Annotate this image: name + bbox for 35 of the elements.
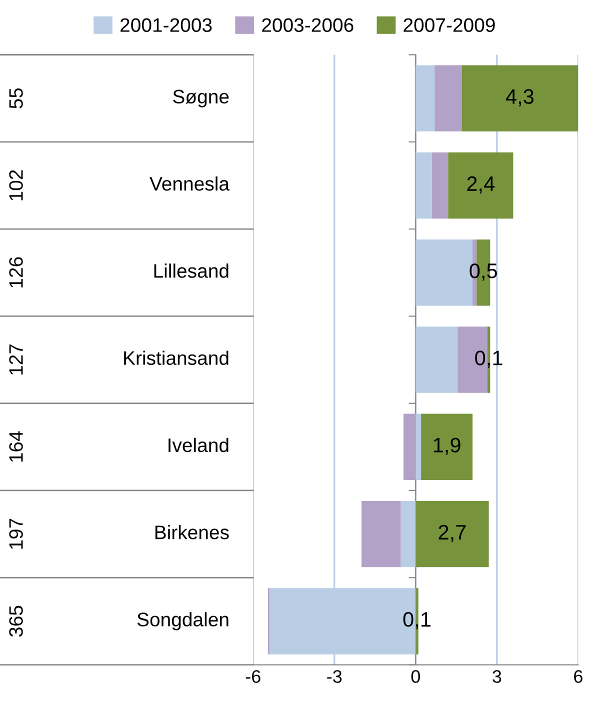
x-tick-label: -6 bbox=[246, 670, 260, 683]
data-label: 1,9 bbox=[434, 438, 460, 455]
bar bbox=[432, 152, 448, 219]
text: 197 bbox=[9, 518, 23, 549]
bar bbox=[448, 152, 514, 219]
y-tick-label: Søgne bbox=[173, 90, 229, 108]
bar bbox=[400, 500, 416, 568]
bar bbox=[421, 414, 473, 480]
y-tick-label: Lillesand bbox=[154, 264, 228, 278]
data-label: 2,4 bbox=[467, 176, 495, 194]
y-tick-label: Birkenes bbox=[155, 525, 229, 540]
x-tick-label: 3 bbox=[492, 670, 502, 683]
bar bbox=[403, 414, 416, 480]
y-tick-label: Kristiansand bbox=[124, 350, 228, 365]
legend-label: 2001-2003 bbox=[120, 18, 212, 32]
x-tick-label: -3 bbox=[327, 670, 342, 683]
text: 55 bbox=[9, 88, 23, 108]
text: 365 bbox=[9, 606, 23, 637]
legend-label: 2003-2006 bbox=[262, 18, 354, 32]
text: 164 bbox=[9, 431, 23, 462]
x-tick-label: 6 bbox=[574, 670, 582, 683]
bar bbox=[462, 65, 578, 132]
bar bbox=[416, 500, 489, 568]
bar bbox=[434, 65, 462, 132]
text: 126 bbox=[9, 257, 23, 288]
y-tick-label: Songdalen bbox=[137, 612, 228, 630]
data-label: 2,7 bbox=[438, 524, 466, 542]
text: 102 bbox=[9, 170, 23, 200]
y-tick-label: Vennesla bbox=[150, 176, 230, 191]
bar bbox=[361, 500, 401, 568]
y-tick-label: Iveland bbox=[168, 438, 228, 452]
x-tick-label: 0 bbox=[411, 670, 420, 683]
data-label: 4,3 bbox=[506, 89, 534, 106]
legend-label: 2007-2009 bbox=[404, 18, 495, 32]
text: 127 bbox=[9, 344, 23, 375]
